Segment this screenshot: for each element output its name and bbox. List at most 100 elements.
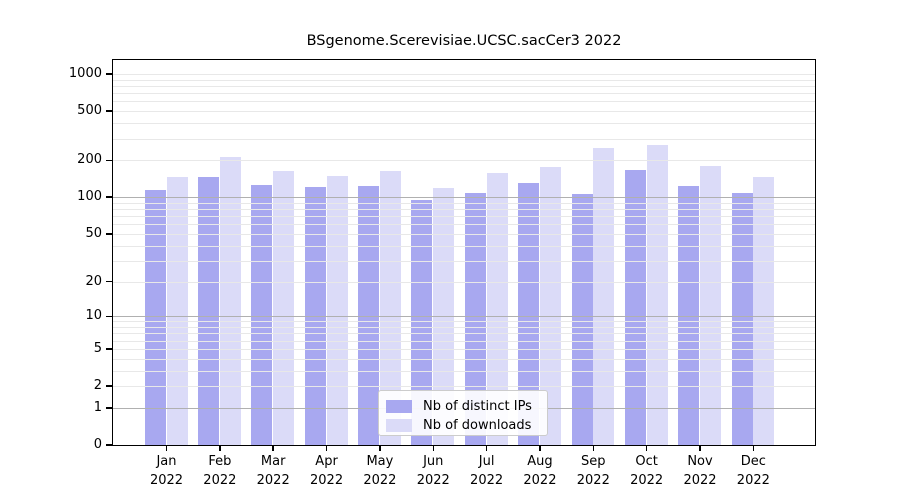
bar-downloads: [326, 175, 348, 445]
x-tick-label: Dec 2022: [736, 454, 770, 488]
x-tick: [219, 446, 221, 451]
x-tick-label: Mar 2022: [256, 454, 290, 488]
y-tick-label: 100: [77, 189, 102, 205]
legend-swatch-downloads: [386, 419, 412, 432]
gridline: [113, 197, 815, 199]
gridline: [113, 138, 815, 140]
gridline: [113, 79, 815, 81]
gridline: [113, 209, 815, 210]
legend: Nb of distinct IPs Nb of downloads: [378, 390, 548, 436]
x-tick-label: Aug 2022: [523, 454, 557, 488]
y-tick-label: 1000: [68, 65, 102, 81]
bar-downloads: [646, 144, 668, 445]
bar-distinct-ips: [624, 169, 646, 445]
y-tick-label: 2: [93, 378, 102, 393]
bar-distinct-ips: [518, 182, 540, 445]
x-tick-label: Jan 2022: [149, 454, 184, 488]
bar-downloads: [486, 173, 508, 445]
bar-downloads: [273, 171, 295, 445]
gridline: [113, 123, 815, 125]
y-tick: [106, 110, 112, 112]
y-tick: [106, 407, 112, 409]
x-tick-label: Feb 2022: [203, 454, 237, 488]
x-tick-label: Oct 2022: [630, 454, 664, 488]
gridline: [113, 386, 815, 387]
y-tick-label: 1: [93, 399, 102, 415]
bar-distinct-ips: [198, 176, 220, 445]
y-tick-label: 0: [93, 437, 102, 452]
legend-label-distinct-ips: Nb of distinct IPs: [423, 398, 532, 414]
bar-distinct-ips: [571, 194, 593, 445]
gridline: [113, 86, 815, 87]
gridline: [113, 348, 815, 350]
x-tick-label: Apr 2022: [310, 454, 344, 488]
x-tick: [645, 446, 648, 451]
gridline: [113, 370, 815, 372]
x-tick: [752, 446, 755, 451]
bar-distinct-ips: [731, 193, 753, 445]
x-tick-label: Nov 2022: [683, 454, 717, 488]
gridline: [113, 321, 815, 323]
bar-distinct-ips: [304, 187, 326, 445]
gridline: [113, 224, 815, 226]
legend-item-distinct-ips: Nb of distinct IPs: [386, 397, 547, 416]
gridline: [113, 327, 815, 328]
y-tick-label: 200: [77, 152, 102, 168]
x-tick: [379, 446, 381, 451]
bar-downloads: [539, 167, 561, 445]
plot-area: [112, 59, 816, 446]
bar-downloads: [379, 170, 401, 445]
x-tick-label: Jun 2022: [416, 454, 450, 488]
y-tick: [106, 348, 112, 350]
bar-downloads: [593, 148, 615, 445]
x-tick: [432, 446, 434, 451]
gridline: [113, 160, 815, 162]
y-tick: [106, 159, 112, 161]
x-tick: [592, 446, 594, 451]
x-tick: [325, 446, 328, 451]
bar-downloads: [166, 177, 188, 445]
gridline: [113, 260, 815, 262]
bar-downloads: [219, 156, 241, 445]
y-tick: [106, 385, 112, 387]
y-tick: [106, 444, 112, 446]
x-tick-label: Sep 2022: [576, 454, 610, 488]
gridline: [113, 281, 815, 283]
y-tick-label: 50: [85, 225, 102, 241]
y-tick: [106, 196, 112, 198]
legend-label-downloads: Nb of downloads: [423, 417, 532, 433]
gridline: [113, 216, 815, 218]
x-tick: [539, 446, 541, 451]
gridline: [113, 233, 815, 235]
y-tick-label: 5: [93, 340, 102, 356]
y-tick-label: 20: [85, 273, 102, 289]
bar-distinct-ips: [358, 185, 380, 445]
x-tick: [699, 446, 701, 451]
x-tick: [272, 446, 274, 451]
bar-distinct-ips: [464, 193, 486, 445]
gridline: [113, 358, 815, 360]
x-tick: [165, 446, 168, 451]
gridline: [113, 333, 815, 335]
bar-distinct-ips: [678, 185, 700, 445]
gridline: [113, 340, 815, 342]
y-tick-label: 10: [85, 308, 102, 324]
legend-swatch-distinct-ips: [386, 400, 412, 413]
y-tick: [106, 73, 112, 75]
x-tick: [485, 446, 488, 451]
legend-item-downloads: Nb of downloads: [386, 416, 547, 435]
gridline: [113, 111, 815, 113]
bar-downloads: [700, 166, 721, 445]
gridline: [113, 93, 815, 95]
y-tick: [106, 280, 112, 283]
gridline: [113, 74, 815, 75]
chart-title: BSgenome.Scerevisiae.UCSC.sacCer3 2022: [306, 33, 622, 49]
y-tick: [106, 233, 112, 235]
gridline: [113, 245, 815, 247]
bar-distinct-ips: [144, 190, 166, 445]
gridline: [113, 316, 815, 318]
x-tick-label: Jul 2022: [470, 454, 504, 488]
x-tick-label: May 2022: [363, 454, 397, 488]
gridline: [113, 202, 815, 204]
